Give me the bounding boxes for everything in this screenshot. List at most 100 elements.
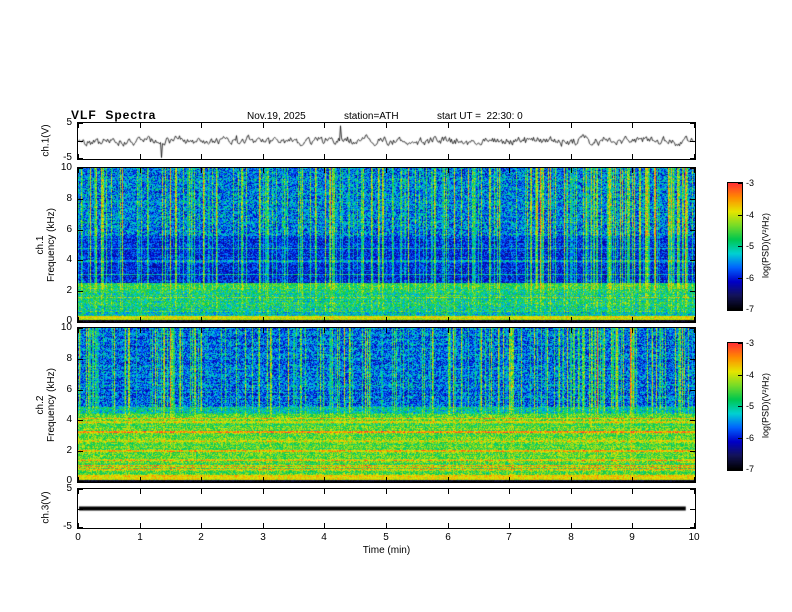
axis-tick [78,509,83,510]
tick-label: -5 [63,521,72,532]
axis-tick [694,328,695,333]
axis-tick [78,328,79,333]
axis-tick [509,489,510,494]
axis-tick [571,123,572,128]
axis-tick [632,317,633,322]
tick-label: 4 [66,254,72,265]
axis-tick [448,317,449,322]
tick-label: 3 [260,532,266,543]
axis-tick [632,154,633,159]
tick-label: 6 [66,384,72,395]
axis-tick [448,523,449,528]
tick-label: 8 [66,353,72,364]
axis-tick [78,489,79,494]
tick-label: 8 [66,193,72,204]
axis-tick [78,359,83,360]
axis-tick [738,246,742,247]
axis-tick [571,168,572,173]
plot-date: Nov.19, 2025 [247,111,306,122]
axis-tick [632,328,633,333]
ch1-spectrogram-canvas [78,168,695,322]
plot-station: station=ATH [344,111,399,122]
tick-label: 10 [60,322,72,333]
axis-tick [690,359,695,360]
axis-tick [509,328,510,333]
axis-tick [690,527,695,528]
axis-tick [738,278,742,279]
axis-tick [571,154,572,159]
axis-tick [324,523,325,528]
tick-label: 0 [75,532,81,543]
axis-tick [78,523,79,528]
axis-tick [690,451,695,452]
axis-tick [201,123,202,128]
axis-tick [690,328,695,329]
ch3-waveform-panel [77,488,696,529]
axis-tick [201,523,202,528]
axis-tick [738,343,742,344]
axis-tick [509,154,510,159]
plot-start-ut: start UT = 22:30: 0 [437,111,523,122]
axis-tick [509,523,510,528]
tick-label: 9 [629,532,635,543]
axis-tick [263,328,264,333]
axis-tick [324,489,325,494]
plot-title: VLF Spectra [71,108,157,122]
tick-label: 2 [198,532,204,543]
axis-tick [78,390,83,391]
axis-tick [738,309,742,310]
axis-tick [78,328,83,329]
ch2-spectrogram-canvas [78,328,695,482]
axis-tick [78,168,83,169]
tick-label: 10 [60,162,72,173]
axis-tick [738,438,742,439]
tick-label: 2 [66,285,72,296]
axis-tick [738,375,742,376]
axis-tick [690,260,695,261]
axis-tick [694,523,695,528]
colorbar-tick-label: -7 [746,464,755,474]
axis-tick [694,477,695,482]
axis-tick [324,123,325,128]
colorbar-ch2-label: log(PSD)(V²/Hz) [760,373,771,439]
axis-tick [690,420,695,421]
axis-tick [386,489,387,494]
axis-tick [386,123,387,128]
axis-tick [201,154,202,159]
tick-label: 2 [66,445,72,456]
axis-tick [386,328,387,333]
axis-tick [690,291,695,292]
tick-label: 8 [568,532,574,543]
axis-tick [694,123,695,128]
axis-tick [324,477,325,482]
colorbar-tick-label: -4 [746,370,755,380]
axis-tick [448,328,449,333]
ch3-waveform-canvas [78,489,695,528]
axis-tick [690,123,695,124]
axis-tick [78,477,79,482]
axis-tick [632,477,633,482]
axis-tick [78,317,79,322]
tick-label: 1 [137,532,143,543]
axis-tick [448,477,449,482]
tick-label: 6 [445,532,451,543]
colorbar-tick-label: -3 [746,178,755,188]
axis-tick [324,328,325,333]
axis-tick [571,328,572,333]
colorbar-tick-label: -6 [746,273,755,283]
axis-tick [78,141,83,142]
axis-tick [201,489,202,494]
axis-tick [694,168,695,173]
axis-tick [140,123,141,128]
axis-tick [140,317,141,322]
axis-tick [690,489,695,490]
axis-tick [509,123,510,128]
axis-tick [78,451,83,452]
axis-tick [78,123,83,124]
ch3-waveform-ylabel-text: ch.3(V) [40,491,52,524]
axis-tick [690,199,695,200]
tick-label: 10 [688,532,700,543]
axis-tick [78,527,83,528]
axis-tick [140,477,141,482]
axis-tick [263,123,264,128]
